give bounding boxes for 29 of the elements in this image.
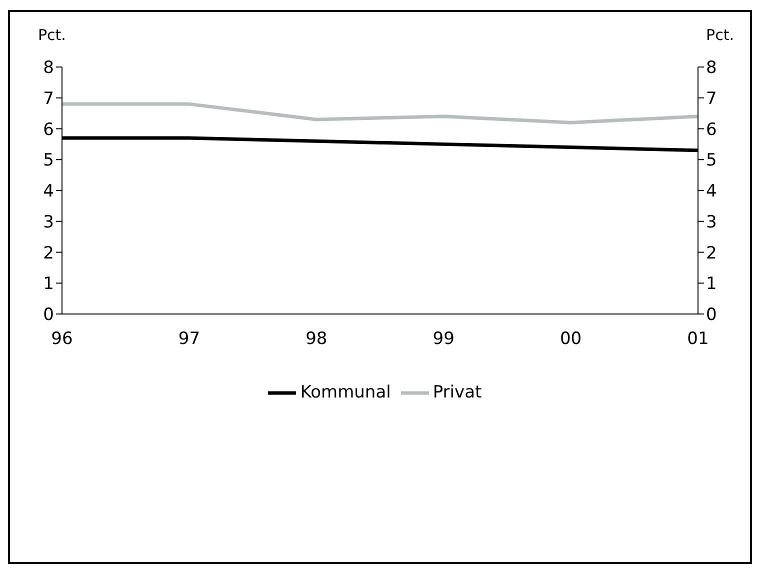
y2-tick-label: 4 [706, 182, 717, 202]
y2-axis-title: Pct. [706, 26, 734, 44]
x-tick-label: 99 [432, 329, 454, 350]
y-tick-label: 8 [43, 58, 54, 78]
y2-tick-label: 0 [706, 305, 717, 326]
y-tick-label: 3 [43, 212, 54, 232]
y-axis-title: Pct. [38, 26, 66, 44]
y2-tick-label: 1 [706, 274, 717, 294]
y2-tick-label: 5 [706, 150, 717, 171]
y-tick-label: 5 [43, 150, 54, 171]
y-tick-label: 0 [43, 305, 54, 326]
legend-label: Kommunal [300, 382, 391, 403]
line-series [60, 102, 700, 124]
y-tick-label: 7 [43, 88, 54, 109]
y-tick-label: 2 [43, 243, 54, 264]
y2-tick-label: 3 [706, 212, 717, 232]
x-tick-label: 96 [51, 329, 73, 350]
y2-tick-label: 6 [706, 120, 717, 140]
y2-tick-label: 7 [706, 88, 717, 109]
x-tick-label: 00 [560, 329, 582, 350]
y2-tick-label: 8 [706, 58, 717, 78]
y2-tick-label: 2 [706, 243, 717, 264]
y-tick-label: 1 [43, 274, 54, 294]
y-tick-label: 4 [43, 182, 54, 202]
x-tick-label: 97 [178, 329, 200, 350]
legend-label: Privat [432, 382, 482, 403]
x-tick-label: 98 [306, 329, 328, 350]
y-tick-label: 6 [43, 120, 54, 140]
x-tick-label: 01 [687, 329, 709, 350]
